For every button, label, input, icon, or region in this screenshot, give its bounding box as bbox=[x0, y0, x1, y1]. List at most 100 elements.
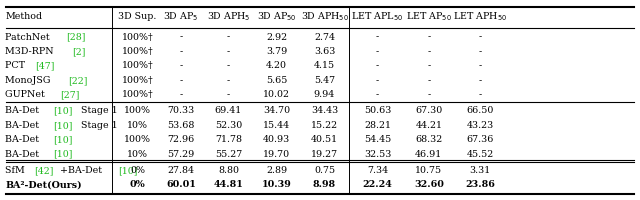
Text: 27.84: 27.84 bbox=[168, 165, 195, 174]
Text: 68.32: 68.32 bbox=[415, 135, 442, 144]
Text: 2.89: 2.89 bbox=[266, 165, 287, 174]
Text: 19.27: 19.27 bbox=[311, 149, 338, 158]
Text: 3.79: 3.79 bbox=[266, 47, 287, 56]
Text: 100%†: 100%† bbox=[122, 47, 154, 56]
Text: 40.51: 40.51 bbox=[311, 135, 338, 144]
Text: 10%: 10% bbox=[127, 120, 148, 129]
Text: 28.21: 28.21 bbox=[364, 120, 391, 129]
Text: [22]: [22] bbox=[68, 75, 87, 84]
Text: BA-Det: BA-Det bbox=[5, 135, 42, 144]
Text: 23.86: 23.86 bbox=[465, 179, 495, 188]
Text: 4.20: 4.20 bbox=[266, 61, 287, 70]
Text: PatchNet: PatchNet bbox=[5, 32, 52, 41]
Text: LET AP$_{50}$: LET AP$_{50}$ bbox=[406, 10, 452, 23]
Text: 34.43: 34.43 bbox=[311, 106, 338, 115]
Text: SfM: SfM bbox=[5, 165, 28, 174]
Text: [10]: [10] bbox=[53, 120, 72, 129]
Text: 72.96: 72.96 bbox=[168, 135, 195, 144]
Text: 67.36: 67.36 bbox=[467, 135, 493, 144]
Text: 19.70: 19.70 bbox=[263, 149, 290, 158]
Text: LET APL$_{50}$: LET APL$_{50}$ bbox=[351, 10, 404, 23]
Text: 52.30: 52.30 bbox=[215, 120, 242, 129]
Text: 46.91: 46.91 bbox=[415, 149, 442, 158]
Text: 44.21: 44.21 bbox=[415, 120, 442, 129]
Text: 8.98: 8.98 bbox=[313, 179, 336, 188]
Text: 3D AP$_{50}$: 3D AP$_{50}$ bbox=[257, 10, 296, 23]
Text: 7.34: 7.34 bbox=[367, 165, 388, 174]
Text: MonoJSG: MonoJSG bbox=[5, 75, 54, 84]
Text: 100%: 100% bbox=[124, 106, 151, 115]
Text: 100%†: 100%† bbox=[122, 90, 154, 99]
Text: Stage 1: Stage 1 bbox=[78, 120, 118, 129]
Text: 32.53: 32.53 bbox=[364, 149, 391, 158]
Text: 50.63: 50.63 bbox=[364, 106, 391, 115]
Text: -: - bbox=[227, 47, 230, 56]
Text: 3.63: 3.63 bbox=[314, 47, 335, 56]
Text: -: - bbox=[179, 75, 183, 84]
Text: 53.68: 53.68 bbox=[168, 120, 195, 129]
Text: -: - bbox=[427, 61, 431, 70]
Text: 67.30: 67.30 bbox=[415, 106, 442, 115]
Text: 0%: 0% bbox=[130, 165, 145, 174]
Text: 32.60: 32.60 bbox=[414, 179, 444, 188]
Text: [10]: [10] bbox=[53, 135, 72, 144]
Text: -: - bbox=[227, 90, 230, 99]
Text: 71.78: 71.78 bbox=[215, 135, 242, 144]
Text: -: - bbox=[376, 47, 380, 56]
Text: 40.93: 40.93 bbox=[263, 135, 290, 144]
Text: -: - bbox=[427, 47, 431, 56]
Text: [10]: [10] bbox=[118, 165, 137, 174]
Text: 57.29: 57.29 bbox=[168, 149, 195, 158]
Text: 0.75: 0.75 bbox=[314, 165, 335, 174]
Text: [10]: [10] bbox=[53, 149, 72, 158]
Text: -: - bbox=[376, 32, 380, 41]
Text: -: - bbox=[179, 47, 183, 56]
Text: 2.74: 2.74 bbox=[314, 32, 335, 41]
Text: BA-Det: BA-Det bbox=[5, 106, 42, 115]
Text: 45.52: 45.52 bbox=[467, 149, 493, 158]
Text: 5.47: 5.47 bbox=[314, 75, 335, 84]
Text: 100%†: 100%† bbox=[122, 61, 154, 70]
Text: 3D APH$_5$: 3D APH$_5$ bbox=[207, 10, 250, 23]
Text: 100%†: 100%† bbox=[122, 32, 154, 41]
Text: 69.41: 69.41 bbox=[215, 106, 242, 115]
Text: 60.01: 60.01 bbox=[166, 179, 196, 188]
Text: -: - bbox=[179, 32, 183, 41]
Text: 10.02: 10.02 bbox=[263, 90, 290, 99]
Text: [2]: [2] bbox=[72, 47, 85, 56]
Text: [47]: [47] bbox=[35, 61, 54, 70]
Text: 70.33: 70.33 bbox=[168, 106, 195, 115]
Text: GUPNet: GUPNet bbox=[5, 90, 48, 99]
Text: 55.27: 55.27 bbox=[215, 149, 242, 158]
Text: -: - bbox=[376, 61, 380, 70]
Text: [28]: [28] bbox=[67, 32, 86, 41]
Text: 10.39: 10.39 bbox=[262, 179, 291, 188]
Text: 54.45: 54.45 bbox=[364, 135, 391, 144]
Text: BA-Det: BA-Det bbox=[5, 149, 42, 158]
Text: 100%†: 100%† bbox=[122, 75, 154, 84]
Text: -: - bbox=[227, 32, 230, 41]
Text: 3D APH$_{50}$: 3D APH$_{50}$ bbox=[301, 10, 348, 23]
Text: 44.81: 44.81 bbox=[214, 179, 243, 188]
Text: 15.44: 15.44 bbox=[263, 120, 290, 129]
Text: [27]: [27] bbox=[60, 90, 80, 99]
Text: 4.15: 4.15 bbox=[314, 61, 335, 70]
Text: 3.31: 3.31 bbox=[469, 165, 491, 174]
Text: 22.24: 22.24 bbox=[363, 179, 392, 188]
Text: 3D AP$_5$: 3D AP$_5$ bbox=[163, 10, 199, 23]
Text: Stage 1: Stage 1 bbox=[78, 106, 118, 115]
Text: LET APH$_{50}$: LET APH$_{50}$ bbox=[453, 10, 507, 23]
Text: -: - bbox=[179, 61, 183, 70]
Text: -: - bbox=[179, 90, 183, 99]
Text: 9.94: 9.94 bbox=[314, 90, 335, 99]
Text: 8.80: 8.80 bbox=[218, 165, 239, 174]
Text: -: - bbox=[427, 75, 431, 84]
Text: 10%: 10% bbox=[127, 149, 148, 158]
Text: PCT: PCT bbox=[5, 61, 28, 70]
Text: 66.50: 66.50 bbox=[467, 106, 493, 115]
Text: -: - bbox=[478, 61, 482, 70]
Text: BA-Det: BA-Det bbox=[5, 120, 42, 129]
Text: -: - bbox=[478, 47, 482, 56]
Text: 15.22: 15.22 bbox=[311, 120, 338, 129]
Text: -: - bbox=[227, 61, 230, 70]
